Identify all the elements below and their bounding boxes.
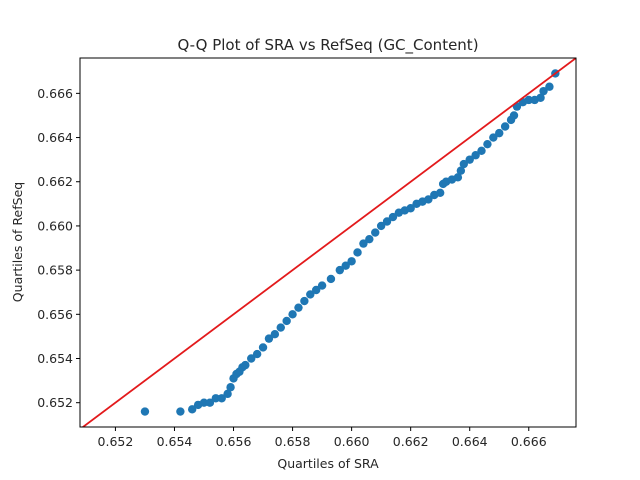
data-point — [282, 316, 291, 326]
data-point — [406, 204, 415, 213]
data-point — [247, 354, 256, 363]
data-point — [270, 329, 280, 339]
x-tick-label: 0.660 — [334, 434, 370, 449]
data-point — [264, 334, 274, 343]
data-point — [465, 155, 474, 164]
x-tick-label: 0.654 — [157, 434, 193, 449]
data-point — [199, 398, 209, 407]
data-point — [539, 86, 548, 96]
data-point — [258, 343, 268, 352]
y-tick-label: 0.658 — [37, 263, 73, 278]
data-point — [509, 111, 519, 120]
data-point — [205, 398, 215, 407]
data-point — [483, 139, 492, 149]
data-point — [453, 173, 463, 182]
data-point — [353, 248, 362, 257]
data-point — [311, 285, 321, 295]
data-point — [226, 383, 235, 392]
y-tick-label: 0.656 — [37, 307, 73, 322]
data-point — [435, 188, 445, 197]
y-axis: 0.652 0.654 0.656 0.658 0.660 0.662 0.664 0.666 — [37, 86, 80, 410]
y-tick-label: 0.654 — [37, 351, 73, 366]
y-axis-label: Quartiles of RefSeq — [10, 182, 25, 302]
data-point — [306, 290, 315, 299]
data-point — [495, 128, 504, 138]
data-point — [536, 93, 545, 102]
x-tick-label: 0.652 — [98, 434, 134, 449]
data-point — [276, 323, 285, 332]
data-point — [241, 360, 250, 370]
data-point — [176, 407, 185, 416]
data-point — [217, 394, 226, 403]
data-point — [382, 217, 392, 226]
x-tick-label: 0.666 — [511, 434, 547, 449]
data-point — [223, 389, 232, 399]
reference-line — [81, 58, 576, 427]
data-point — [317, 281, 327, 290]
data-point — [294, 303, 303, 312]
data-point — [187, 405, 197, 414]
data-point — [500, 122, 510, 131]
x-tick-label: 0.658 — [275, 434, 311, 449]
x-tick-label: 0.662 — [393, 434, 429, 449]
data-point — [376, 221, 386, 231]
y-tick-label: 0.660 — [37, 218, 73, 233]
data-point — [288, 310, 297, 319]
data-point — [326, 274, 336, 284]
y-tick-label: 0.666 — [37, 86, 73, 101]
x-tick-label: 0.656 — [216, 434, 252, 449]
data-point — [252, 349, 262, 359]
data-point — [456, 166, 466, 175]
x-tick-label: 0.664 — [452, 434, 488, 449]
data-point — [489, 133, 498, 142]
data-point — [388, 212, 398, 222]
plot-frame — [79, 57, 577, 428]
data-point — [545, 82, 554, 91]
data-point — [211, 394, 221, 403]
data-point — [300, 296, 309, 306]
data-point — [471, 151, 480, 160]
data-point — [371, 228, 380, 237]
data-point — [347, 257, 356, 266]
y-tick-label: 0.652 — [37, 395, 73, 410]
chart-title: Q-Q Plot of SRA vs RefSeq (GC_Content) — [177, 36, 478, 55]
data-points-layer — [140, 69, 560, 416]
data-point — [341, 261, 350, 270]
data-point — [140, 407, 150, 416]
data-point — [459, 159, 469, 169]
x-axis-label: Quartiles of SRA — [277, 456, 379, 471]
data-point — [477, 146, 486, 156]
y-tick-label: 0.664 — [37, 130, 73, 145]
data-point — [365, 234, 374, 244]
data-point — [524, 95, 533, 105]
data-point — [359, 239, 368, 248]
data-point — [335, 265, 345, 275]
y-tick-label: 0.662 — [37, 174, 73, 189]
x-axis: 0.652 0.654 0.656 0.658 0.660 0.662 0.664 0.666 — [98, 427, 547, 449]
data-point — [424, 195, 433, 204]
